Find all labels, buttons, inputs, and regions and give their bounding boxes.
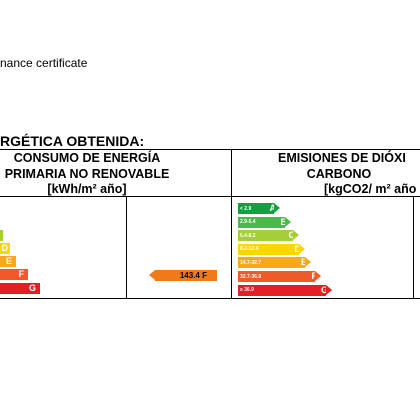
emisiones-range-label: 5.4-8.2: [240, 232, 256, 239]
emisiones-letter: C: [288, 230, 296, 241]
emisiones-bar-b: 2.9-5.4 B: [238, 216, 291, 228]
emisiones-bar-tip: [326, 284, 332, 295]
emisiones-bar-f: 32.7-36.9 F: [238, 271, 321, 282]
emisiones-letter: E: [300, 257, 307, 268]
consumo-bar-g: G: [0, 283, 40, 294]
emisiones-range-label: 2.9-5.4: [240, 219, 256, 226]
emisiones-range-label: ≥ 36.9: [240, 287, 254, 294]
emisiones-bar-g: ≥ 36.9 G: [238, 284, 332, 296]
consumo-bar-f: F: [0, 269, 28, 280]
emisiones-bar-tip: [285, 216, 291, 227]
consumo-bar-c: [0, 230, 3, 241]
emisiones-range-label: 8.2-12.4: [240, 246, 259, 253]
table-bottom-border: [0, 298, 420, 299]
section-title: RGÉTICA OBTENIDA:: [0, 133, 145, 149]
emisiones-bar-tip: [274, 203, 280, 213]
emisiones-letter: G: [320, 284, 328, 295]
col-divider-2: [231, 149, 232, 299]
consumo-bar-e: E: [0, 256, 16, 267]
emisiones-range-label: 14.7-32.7: [240, 259, 262, 266]
emisiones-range-label: < 2.9: [240, 205, 252, 212]
emisiones-letter: A: [269, 203, 277, 213]
emisiones-range-label: 32.7-36.9: [240, 273, 262, 280]
consumo-letter: G: [28, 283, 36, 293]
col-divider-1: [126, 196, 127, 299]
consumo-letter: E: [5, 256, 12, 266]
table-top-border: [0, 149, 420, 150]
emisiones-letter: D: [294, 243, 302, 254]
consumo-letter: D: [1, 243, 9, 253]
emisiones-bar-e: 14.7-32.7 E: [238, 257, 311, 269]
emisiones-letter: B: [280, 216, 288, 227]
emisiones-header: EMISIONES DE DIÓXI CARBONO [kgCO2/ m² añ…: [278, 151, 417, 196]
consumo-letter: F: [18, 269, 25, 279]
emisiones-bar-tip: [293, 230, 299, 241]
consumo-bar-d: D: [0, 243, 10, 254]
emisiones-bar-tip: [305, 257, 311, 268]
emisiones-bar-a: < 2.9 A: [238, 203, 280, 214]
certificate-caption: nance certificate: [0, 56, 88, 70]
table-header-border: [0, 196, 420, 197]
col-divider-3: [413, 196, 414, 299]
emisiones-bar-tip: [299, 243, 305, 254]
emisiones-bar-d: 8.2-12.4 D: [238, 243, 305, 255]
emisiones-letter: F: [311, 271, 318, 281]
emisiones-bar-c: 5.4-8.2 C: [238, 230, 299, 242]
consumo-rating-pointer: 143.4 F: [149, 270, 217, 281]
consumo-header: CONSUMO DE ENERGÍA PRIMARIA NO RENOVABLE…: [4, 151, 170, 196]
emisiones-bar-tip: [315, 271, 321, 281]
